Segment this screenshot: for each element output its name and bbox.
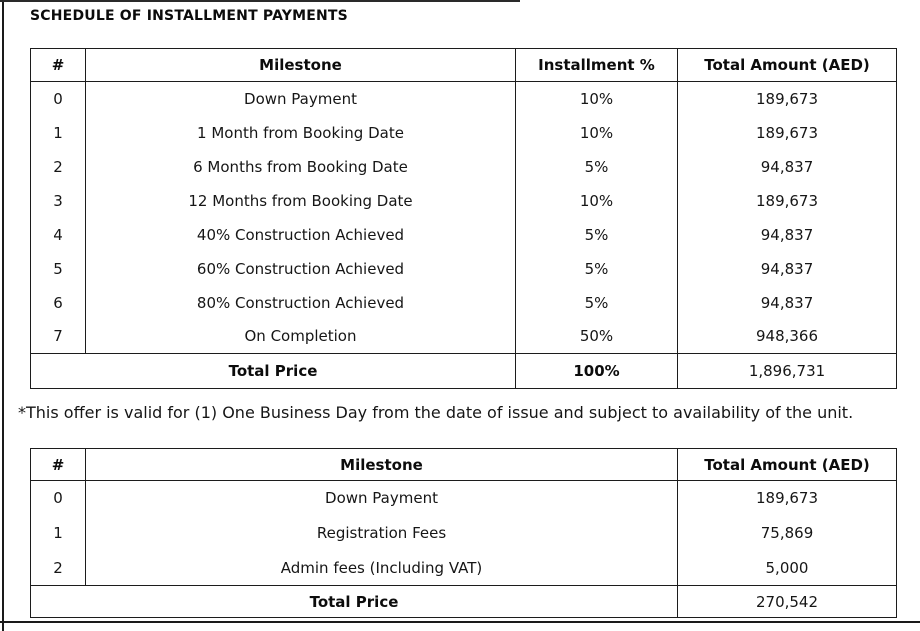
row-number: 1 (30, 115, 86, 150)
row-milestone: 40% Construction Achieved (85, 217, 516, 252)
row-amount: 5,000 (677, 550, 897, 586)
row-milestone: Down Payment (85, 480, 678, 516)
row-installment-pct: 10% (515, 115, 678, 150)
column-header-number: # (30, 448, 86, 481)
row-milestone: 60% Construction Achieved (85, 251, 516, 286)
row-number: 2 (30, 550, 86, 586)
row-amount: 94,837 (677, 251, 897, 286)
total-label: Total Price (30, 353, 516, 389)
row-installment-pct: 10% (515, 183, 678, 218)
table-row: 7 On Completion 50% 948,366 (30, 319, 897, 354)
row-number: 5 (30, 251, 86, 286)
offer-validity-note: *This offer is valid for (1) One Busines… (18, 403, 854, 422)
row-milestone: 6 Months from Booking Date (85, 149, 516, 184)
row-installment-pct: 10% (515, 81, 678, 116)
row-amount: 189,673 (677, 115, 897, 150)
table-row: 0 Down Payment 189,673 (30, 480, 897, 516)
row-number: 0 (30, 81, 86, 116)
table-row: 2 6 Months from Booking Date 5% 94,837 (30, 149, 897, 184)
table-row: 4 40% Construction Achieved 5% 94,837 (30, 217, 897, 252)
row-amount: 189,673 (677, 81, 897, 116)
table-row: 0 Down Payment 10% 189,673 (30, 81, 897, 116)
total-amount: 270,542 (677, 585, 897, 618)
row-amount: 94,837 (677, 149, 897, 184)
row-number: 7 (30, 319, 86, 354)
row-milestone: Down Payment (85, 81, 516, 116)
row-installment-pct: 5% (515, 217, 678, 252)
row-number: 0 (30, 480, 86, 516)
page-border-left (2, 0, 4, 631)
page-border-top (0, 0, 520, 2)
row-number: 3 (30, 183, 86, 218)
table-row: 1 Registration Fees 75,869 (30, 515, 897, 551)
installment-header-row: # Milestone Installment % Total Amount (… (30, 48, 897, 82)
row-milestone: 1 Month from Booking Date (85, 115, 516, 150)
row-milestone: 12 Months from Booking Date (85, 183, 516, 218)
total-row: Total Price 270,542 (30, 585, 897, 618)
fees-header-row: # Milestone Total Amount (AED) (30, 448, 897, 481)
total-installment-pct: 100% (515, 353, 678, 389)
row-amount: 948,366 (677, 319, 897, 354)
table-row: 6 80% Construction Achieved 5% 94,837 (30, 285, 897, 320)
row-amount: 189,673 (677, 480, 897, 516)
row-installment-pct: 5% (515, 251, 678, 286)
column-header-total-amount: Total Amount (AED) (677, 48, 897, 82)
total-row: Total Price 100% 1,896,731 (30, 353, 897, 389)
column-header-installment-pct: Installment % (515, 48, 678, 82)
fees-table: # Milestone Total Amount (AED) 0 Down Pa… (30, 448, 897, 618)
total-amount: 1,896,731 (677, 353, 897, 389)
row-milestone: On Completion (85, 319, 516, 354)
row-number: 6 (30, 285, 86, 320)
row-number: 4 (30, 217, 86, 252)
table-row: 3 12 Months from Booking Date 10% 189,67… (30, 183, 897, 218)
total-label: Total Price (30, 585, 678, 618)
column-header-number: # (30, 48, 86, 82)
row-number: 2 (30, 149, 86, 184)
page-title: SCHEDULE OF INSTALLMENT PAYMENTS (30, 8, 348, 24)
table-row: 2 Admin fees (Including VAT) 5,000 (30, 550, 897, 586)
row-installment-pct: 5% (515, 285, 678, 320)
column-header-milestone: Milestone (85, 448, 678, 481)
table-row: 1 1 Month from Booking Date 10% 189,673 (30, 115, 897, 150)
row-amount: 94,837 (677, 217, 897, 252)
row-milestone: Admin fees (Including VAT) (85, 550, 678, 586)
installment-schedule-table: # Milestone Installment % Total Amount (… (30, 48, 897, 389)
column-header-total-amount: Total Amount (AED) (677, 448, 897, 481)
row-amount: 75,869 (677, 515, 897, 551)
row-installment-pct: 5% (515, 149, 678, 184)
row-milestone: 80% Construction Achieved (85, 285, 516, 320)
column-header-milestone: Milestone (85, 48, 516, 82)
table-row: 5 60% Construction Achieved 5% 94,837 (30, 251, 897, 286)
row-number: 1 (30, 515, 86, 551)
row-amount: 94,837 (677, 285, 897, 320)
row-installment-pct: 50% (515, 319, 678, 354)
row-milestone: Registration Fees (85, 515, 678, 551)
page-border-bottom (0, 621, 920, 623)
row-amount: 189,673 (677, 183, 897, 218)
